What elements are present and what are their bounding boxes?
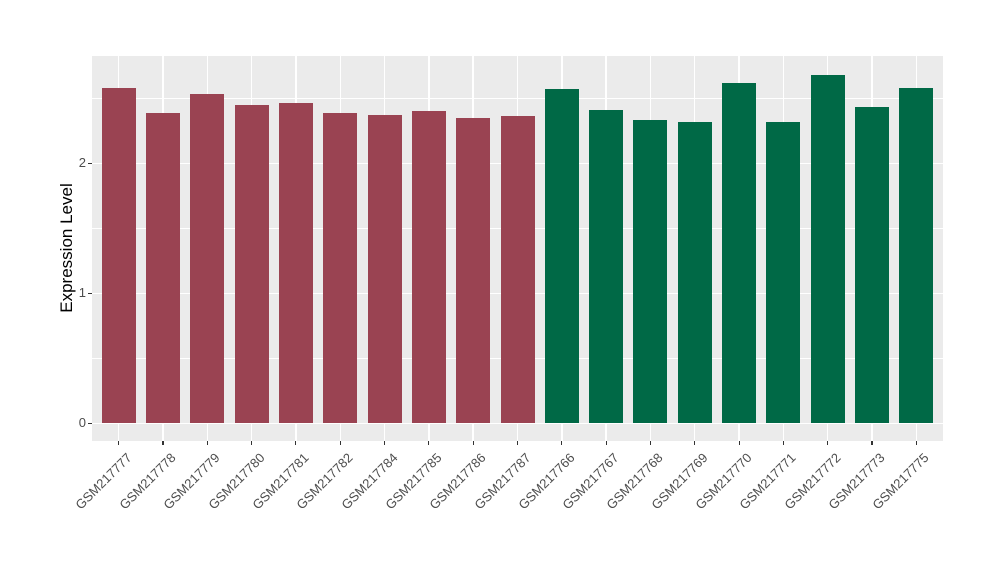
x-tick-mark [561,441,563,445]
y-tick-mark [88,292,92,294]
x-tick-mark [250,441,253,445]
x-axis-labels: GSM217777 GSM217778 GSM217779 GSM217780 GSM2… [72,441,943,580]
bar-GSM217767 [589,109,623,424]
bar-GSM217781 [279,103,313,424]
x-tick-mark [295,441,297,445]
bar-GSM217786 [456,117,490,424]
bar-GSM217768 [633,120,667,424]
x-tick-mark [339,441,341,445]
x-tick-mark [694,441,696,445]
bar-GSM217787 [501,116,535,424]
bar-GSM217773 [855,107,889,424]
x-tick-mark [516,441,519,445]
x-tick-mark [428,441,430,445]
x-tick-mark [472,441,474,445]
y-tick-mark [88,162,92,164]
y-tick-label: 0 [78,415,86,431]
y-tick-label: 2 [78,155,86,171]
bar-GSM217782 [323,112,357,424]
bar-GSM217772 [811,74,845,424]
x-tick-mark [383,441,386,445]
y-tick-mark [88,422,92,425]
y-tick-label: 1 [78,285,86,301]
x-tick-mark [605,441,607,445]
x-tick-mark [738,441,740,445]
h-gridline-minor [92,98,943,99]
h-gridline-major [92,422,943,425]
x-tick-mark [915,441,917,445]
bar-GSM217775 [899,87,933,424]
x-tick-mark [782,441,785,445]
bar-GSM217784 [368,115,402,424]
x-tick-mark [871,441,873,445]
bar-GSM217771 [766,121,800,424]
bar-GSM217785 [412,111,446,424]
bar-GSM217777 [102,87,136,424]
bar-GSM217780 [235,104,269,424]
x-tick-mark [206,441,208,445]
bar-GSM217769 [678,121,712,424]
bar-GSM217779 [190,94,224,424]
x-tick-mark [827,441,829,445]
x-tick-mark [649,441,652,445]
bar-GSM217770 [722,82,756,424]
x-tick-mark [162,441,164,445]
x-tick-mark [117,441,120,445]
plot-panel [92,56,943,441]
bar-GSM217778 [146,112,180,424]
bar-GSM217766 [545,89,579,424]
